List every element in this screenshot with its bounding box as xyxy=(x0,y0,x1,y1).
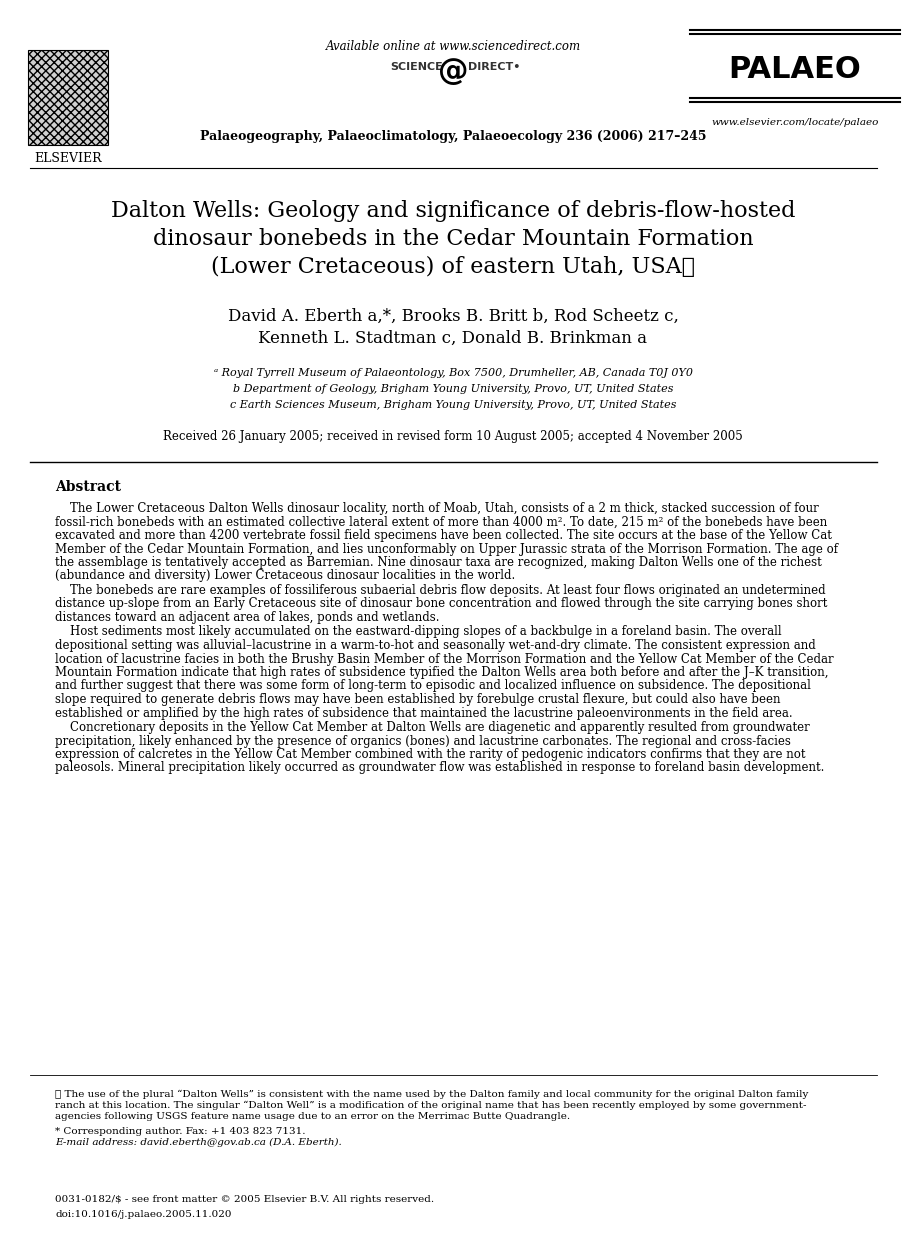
Text: doi:10.1016/j.palaeo.2005.11.020: doi:10.1016/j.palaeo.2005.11.020 xyxy=(55,1210,231,1219)
Text: The Lower Cretaceous Dalton Wells dinosaur locality, north of Moab, Utah, consis: The Lower Cretaceous Dalton Wells dinosa… xyxy=(55,501,819,515)
Text: * Corresponding author. Fax: +1 403 823 7131.: * Corresponding author. Fax: +1 403 823 … xyxy=(55,1127,306,1136)
Text: dinosaur bonebeds in the Cedar Mountain Formation: dinosaur bonebeds in the Cedar Mountain … xyxy=(152,228,754,250)
Text: The bonebeds are rare examples of fossiliferous subaerial debris flow deposits. : The bonebeds are rare examples of fossil… xyxy=(55,584,825,597)
Text: E-mail address: david.eberth@gov.ab.ca (D.A. Eberth).: E-mail address: david.eberth@gov.ab.ca (… xyxy=(55,1138,342,1148)
Text: (abundance and diversity) Lower Cretaceous dinosaur localities in the world.: (abundance and diversity) Lower Cretaceo… xyxy=(55,569,515,583)
Text: (Lower Cretaceous) of eastern Utah, USA☆: (Lower Cretaceous) of eastern Utah, USA☆ xyxy=(211,256,695,279)
Text: location of lacustrine facies in both the Brushy Basin Member of the Morrison Fo: location of lacustrine facies in both th… xyxy=(55,652,834,666)
Text: slope required to generate debris flows may have been established by forebulge c: slope required to generate debris flows … xyxy=(55,693,781,706)
Text: distances toward an adjacent area of lakes, ponds and wetlands.: distances toward an adjacent area of lak… xyxy=(55,612,440,624)
Text: paleosols. Mineral precipitation likely occurred as groundwater flow was establi: paleosols. Mineral precipitation likely … xyxy=(55,761,824,775)
Text: ELSEVIER: ELSEVIER xyxy=(34,152,102,165)
Text: Kenneth L. Stadtman c, Donald B. Brinkman a: Kenneth L. Stadtman c, Donald B. Brinkma… xyxy=(258,331,648,347)
Text: Mountain Formation indicate that high rates of subsidence typified the Dalton We: Mountain Formation indicate that high ra… xyxy=(55,666,828,678)
Text: Member of the Cedar Mountain Formation, and lies unconformably on Upper Jurassic: Member of the Cedar Mountain Formation, … xyxy=(55,542,838,556)
Text: Host sediments most likely accumulated on the eastward-dipping slopes of a backb: Host sediments most likely accumulated o… xyxy=(55,625,782,639)
Text: @: @ xyxy=(438,57,468,85)
Text: established or amplified by the high rates of subsidence that maintained the lac: established or amplified by the high rat… xyxy=(55,707,793,719)
Text: 0031-0182/$ - see front matter © 2005 Elsevier B.V. All rights reserved.: 0031-0182/$ - see front matter © 2005 El… xyxy=(55,1195,434,1205)
Text: precipitation, likely enhanced by the presence of organics (bones) and lacustrin: precipitation, likely enhanced by the pr… xyxy=(55,734,791,748)
Text: and further suggest that there was some form of long-term to episodic and locali: and further suggest that there was some … xyxy=(55,680,811,692)
Text: SCIENCE: SCIENCE xyxy=(390,62,443,72)
Text: ranch at this location. The singular “Dalton Well” is a modification of the orig: ranch at this location. The singular “Da… xyxy=(55,1101,806,1110)
Text: DIRECT•: DIRECT• xyxy=(468,62,521,72)
Text: ☆ The use of the plural “Dalton Wells” is consistent with the name used by the D: ☆ The use of the plural “Dalton Wells” i… xyxy=(55,1089,808,1099)
Text: Dalton Wells: Geology and significance of debris-flow-hosted: Dalton Wells: Geology and significance o… xyxy=(111,201,795,222)
Text: David A. Eberth a,*, Brooks B. Britt b, Rod Scheetz c,: David A. Eberth a,*, Brooks B. Britt b, … xyxy=(228,308,678,326)
Text: Abstract: Abstract xyxy=(55,480,121,494)
Text: c Earth Sciences Museum, Brigham Young University, Provo, UT, United States: c Earth Sciences Museum, Brigham Young U… xyxy=(229,400,677,410)
Text: ᵃ Royal Tyrrell Museum of Palaeontology, Box 7500, Drumheller, AB, Canada T0J 0Y: ᵃ Royal Tyrrell Museum of Palaeontology,… xyxy=(213,368,693,378)
Text: agencies following USGS feature name usage due to an error on the Merrimac Butte: agencies following USGS feature name usa… xyxy=(55,1112,571,1120)
Text: excavated and more than 4200 vertebrate fossil field specimens have been collect: excavated and more than 4200 vertebrate … xyxy=(55,529,832,542)
Text: Concretionary deposits in the Yellow Cat Member at Dalton Wells are diagenetic a: Concretionary deposits in the Yellow Cat… xyxy=(55,721,810,734)
Text: Palaeogeography, Palaeoclimatology, Palaeoecology 236 (2006) 217–245: Palaeogeography, Palaeoclimatology, Pala… xyxy=(200,130,707,144)
Text: distance up-slope from an Early Cretaceous site of dinosaur bone concentration a: distance up-slope from an Early Cretaceo… xyxy=(55,598,827,610)
Text: Available online at www.sciencedirect.com: Available online at www.sciencedirect.co… xyxy=(326,40,580,53)
Text: depositional setting was alluvial–lacustrine in a warm-to-hot and seasonally wet: depositional setting was alluvial–lacust… xyxy=(55,639,815,652)
Text: PALAEO: PALAEO xyxy=(728,54,862,84)
Text: fossil-rich bonebeds with an estimated collective lateral extent of more than 40: fossil-rich bonebeds with an estimated c… xyxy=(55,515,827,529)
Text: expression of calcretes in the Yellow Cat Member combined with the rarity of ped: expression of calcretes in the Yellow Ca… xyxy=(55,748,805,761)
Text: the assemblage is tentatively accepted as Barremian. Nine dinosaur taxa are reco: the assemblage is tentatively accepted a… xyxy=(55,556,822,569)
FancyBboxPatch shape xyxy=(28,50,108,145)
Text: b Department of Geology, Brigham Young University, Provo, UT, United States: b Department of Geology, Brigham Young U… xyxy=(233,384,673,394)
Text: www.elsevier.com/locate/palaeo: www.elsevier.com/locate/palaeo xyxy=(711,118,879,128)
Text: Received 26 January 2005; received in revised form 10 August 2005; accepted 4 No: Received 26 January 2005; received in re… xyxy=(163,430,743,443)
